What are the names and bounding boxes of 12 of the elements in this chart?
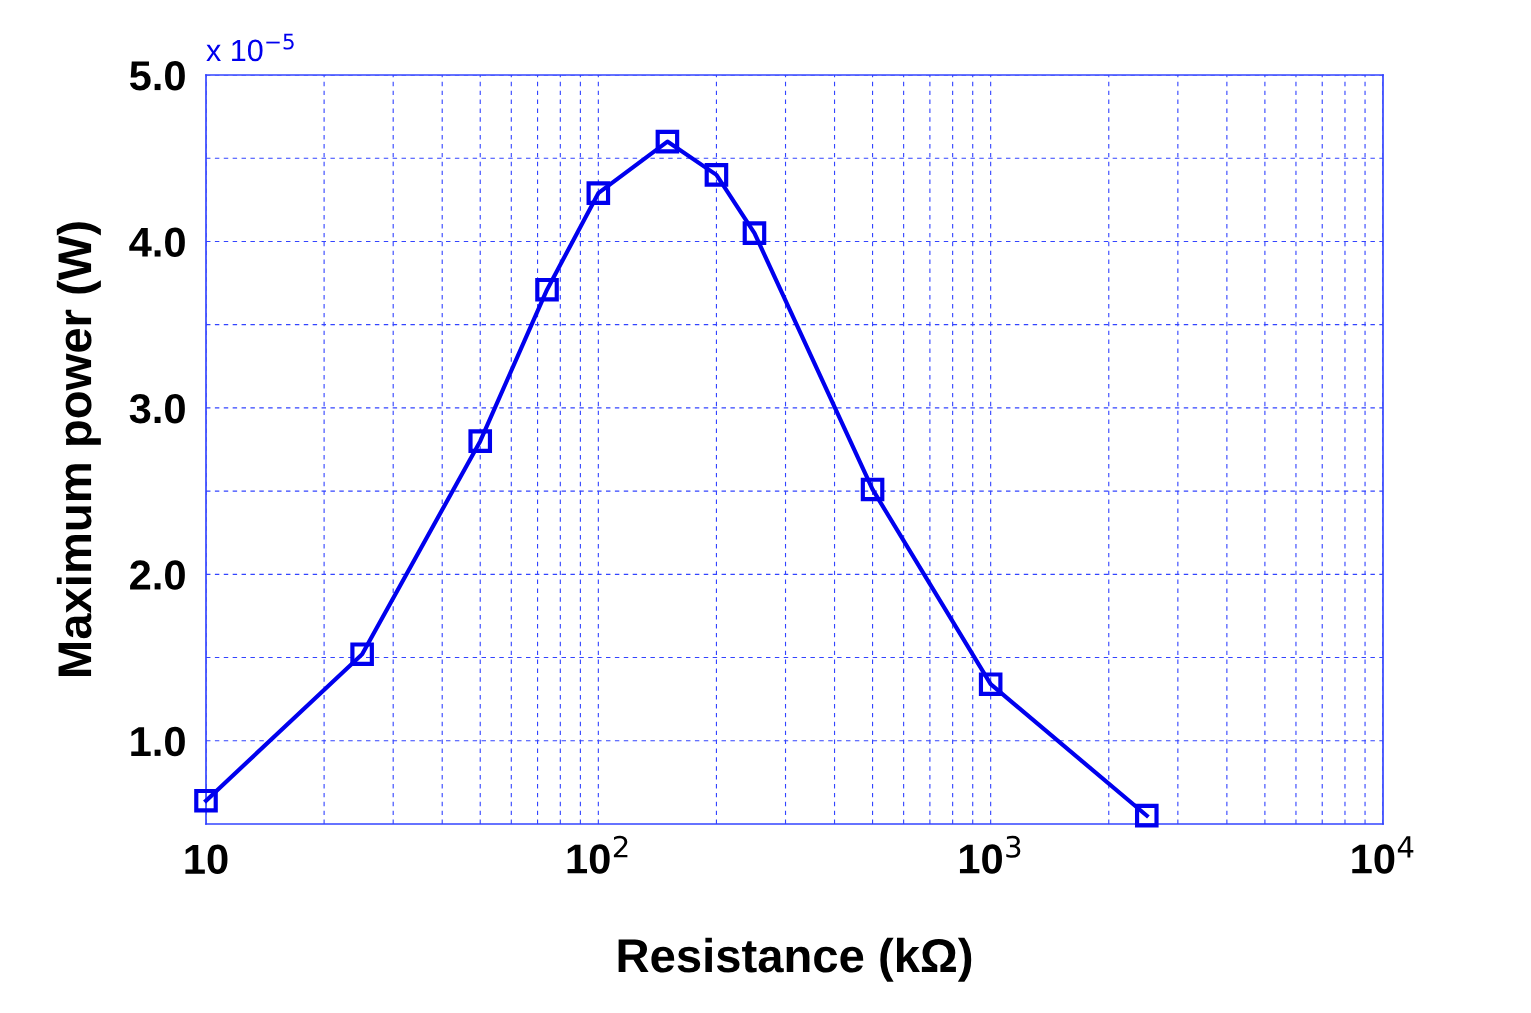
y-axis-title: Maximum power (W) <box>56 222 101 676</box>
y-tick-label: 2.0 <box>130 560 185 590</box>
y-tick-label: 3.0 <box>129 393 185 424</box>
x-axis-title: Resistance (kΩ) <box>618 937 972 982</box>
text: x 10$^{−5}$ <box>206 33 294 62</box>
x-tick-label: 10$^{2}$ <box>567 835 628 874</box>
y-tick-label: 5.0 <box>129 61 185 91</box>
y-tick-label: 1.0 <box>131 726 185 757</box>
x-tick-label: 10$^{3}$ <box>959 835 1021 874</box>
y-tick-label: 4.0 <box>129 227 185 257</box>
x-tick-label: 10 <box>185 844 228 875</box>
x-tick-label: 10$^{4}$ <box>1352 836 1414 874</box>
